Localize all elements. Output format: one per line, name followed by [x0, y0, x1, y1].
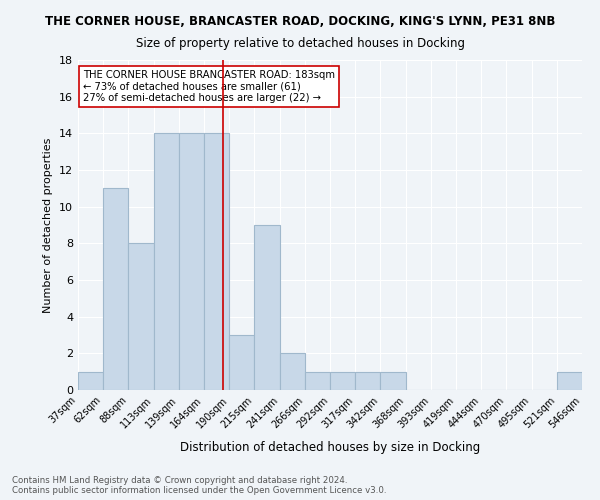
Bar [128, 244, 154, 390]
Bar [355, 372, 380, 390]
Bar [557, 372, 582, 390]
Text: Contains HM Land Registry data © Crown copyright and database right 2024.
Contai: Contains HM Land Registry data © Crown c… [12, 476, 386, 495]
Bar [280, 354, 305, 390]
Text: THE CORNER HOUSE, BRANCASTER ROAD, DOCKING, KING'S LYNN, PE31 8NB: THE CORNER HOUSE, BRANCASTER ROAD, DOCKI… [45, 15, 555, 28]
Bar [154, 134, 179, 390]
Bar [103, 188, 128, 390]
Bar [229, 335, 254, 390]
Bar [78, 372, 103, 390]
Bar [330, 372, 355, 390]
Bar [204, 134, 229, 390]
Text: THE CORNER HOUSE BRANCASTER ROAD: 183sqm
← 73% of detached houses are smaller (6: THE CORNER HOUSE BRANCASTER ROAD: 183sqm… [83, 70, 335, 103]
Text: Size of property relative to detached houses in Docking: Size of property relative to detached ho… [136, 38, 464, 51]
Y-axis label: Number of detached properties: Number of detached properties [43, 138, 53, 312]
Bar [254, 225, 280, 390]
Bar [305, 372, 330, 390]
Bar [380, 372, 406, 390]
Bar [179, 134, 204, 390]
X-axis label: Distribution of detached houses by size in Docking: Distribution of detached houses by size … [180, 441, 480, 454]
